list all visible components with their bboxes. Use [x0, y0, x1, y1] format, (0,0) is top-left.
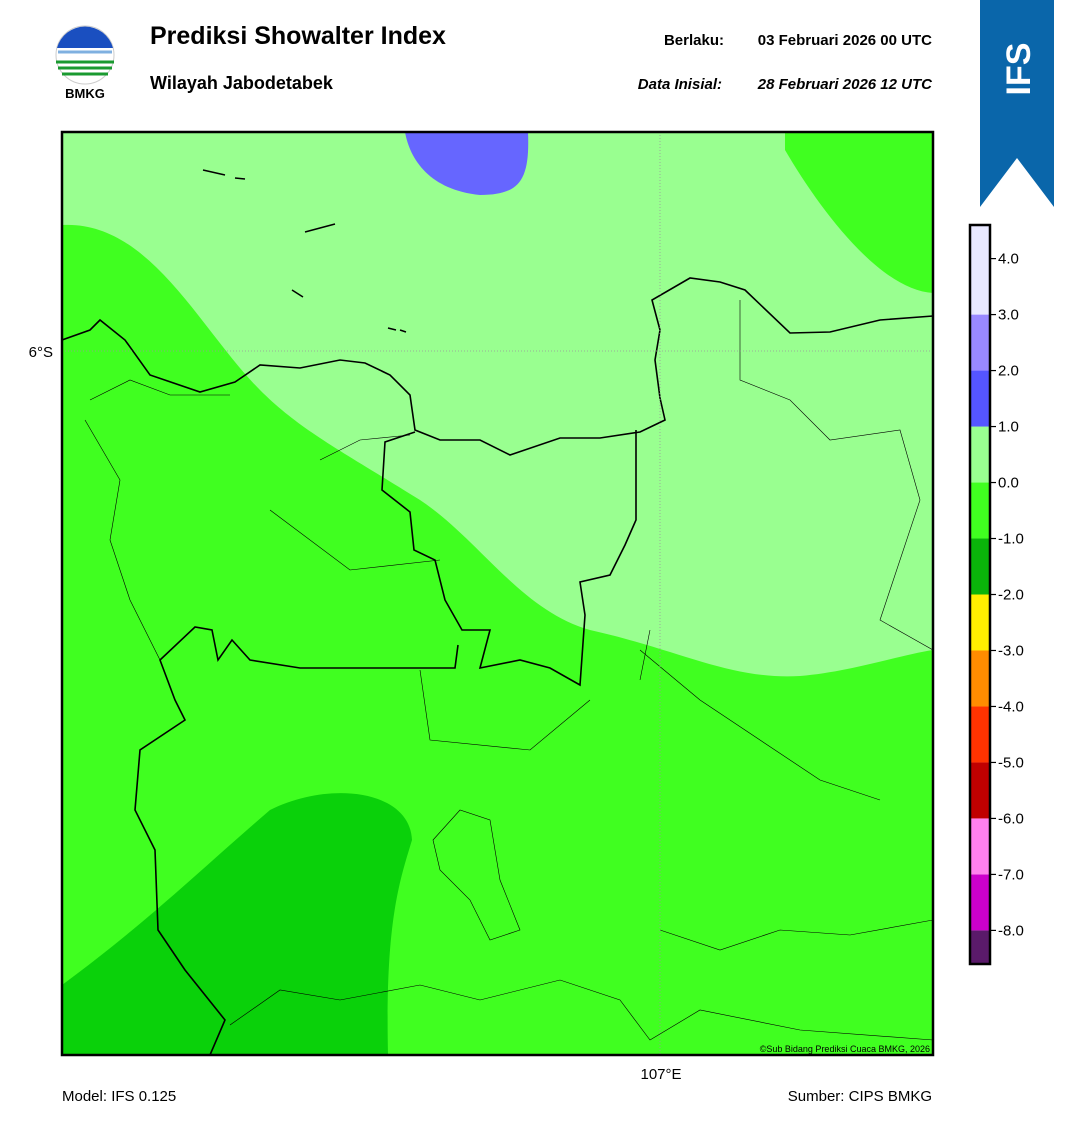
- colorbar-tick-label: -2.0: [998, 587, 1024, 604]
- colorbar-band: [970, 426, 990, 483]
- colorbar-tick-label: -8.0: [998, 922, 1024, 939]
- lon-label: 107°E: [640, 1066, 681, 1083]
- model: Model: IFS 0.125: [62, 1088, 176, 1105]
- colorbar-band: [970, 706, 990, 763]
- colorbar-band: [970, 874, 990, 931]
- colorbar-band: [970, 594, 990, 651]
- logo-text: BMKG: [65, 86, 105, 101]
- colorbar-tick-label: 2.0: [998, 363, 1019, 380]
- colorbar-tick-label: 4.0: [998, 251, 1019, 268]
- subtitle: Wilayah Jabodetabek: [150, 73, 334, 93]
- logo: BMKG: [55, 25, 115, 101]
- colorbar-band: [970, 818, 990, 875]
- badge: [980, 0, 1054, 207]
- valid-label: Berlaku:: [664, 32, 724, 49]
- title: Prediksi Showalter Index: [150, 22, 446, 50]
- badge-text: IFS: [1000, 43, 1038, 96]
- source: Sumber: CIPS BMKG: [788, 1088, 932, 1105]
- colorbar-tick-label: 1.0: [998, 419, 1019, 436]
- colorbar-band: [970, 762, 990, 819]
- map: 6°S 107°E ©Sub Bidang Prediksi Cuaca BMK…: [29, 130, 935, 1083]
- colorbar-band: [970, 650, 990, 707]
- lat-label: 6°S: [29, 344, 53, 361]
- colorbar-tick-label: -5.0: [998, 754, 1024, 771]
- colorbar-band: [970, 538, 990, 595]
- colorbar-tick-label: -4.0: [998, 698, 1024, 715]
- colorbar-tick-label: -6.0: [998, 810, 1024, 827]
- colorbar: 4.0 3.0 2.0 1.0 0.0 -1.0 -2.0 -3.0 -4.0 -5.0 -6.0 -…: [968, 223, 1024, 966]
- colorbar-tick-label: -7.0: [998, 866, 1024, 883]
- colorbar-tick-label: 0.0: [998, 475, 1019, 492]
- colorbar-band: [970, 225, 990, 315]
- valid-time: 03 Februari 2026 00 UTC: [758, 32, 932, 49]
- colorbar-tick-label: 3.0: [998, 307, 1019, 324]
- init-time: 28 Februari 2026 12 UTC: [757, 76, 933, 93]
- init-label: Data Inisial:: [638, 76, 722, 93]
- colorbar-band: [970, 482, 990, 539]
- colorbar-band: [970, 930, 990, 964]
- credit: ©Sub Bidang Prediksi Cuaca BMKG, 2026: [760, 1044, 930, 1054]
- colorbar-band: [970, 370, 990, 427]
- colorbar-band: [970, 314, 990, 371]
- colorbar-tick-label: -3.0: [998, 642, 1024, 659]
- colorbar-tick-label: -1.0: [998, 531, 1024, 548]
